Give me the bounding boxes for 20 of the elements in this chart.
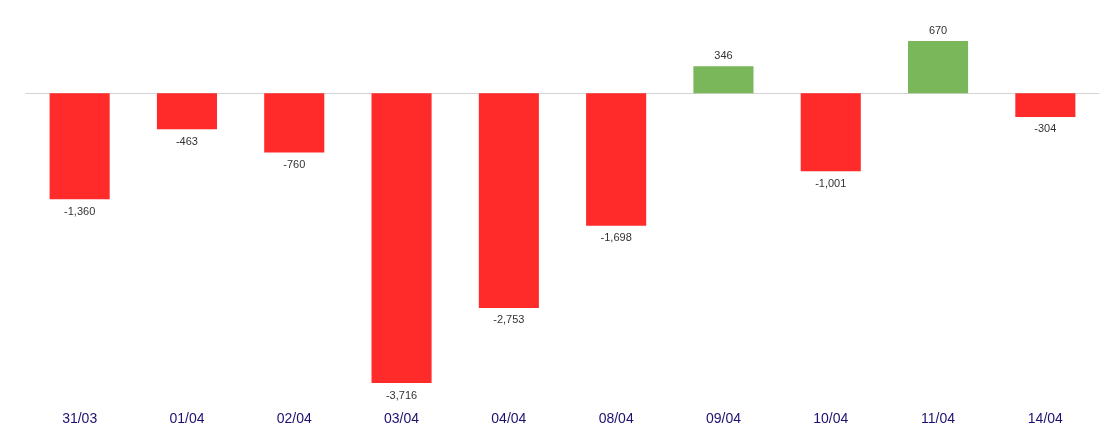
- x-tick-label: 10/04: [813, 410, 849, 426]
- x-tick-label: 03/04: [384, 410, 420, 426]
- x-tick-label: 11/04: [921, 410, 956, 426]
- x-tick-label: 02/04: [276, 410, 312, 426]
- x-tick-label: 31/03: [62, 410, 98, 426]
- data-label: -2,753: [493, 313, 525, 326]
- data-label: -760: [283, 158, 306, 170]
- data-label: -1,360: [64, 204, 96, 217]
- x-tick-label: 14/04: [1027, 410, 1064, 426]
- x-tick-label: 08/04: [598, 410, 634, 426]
- data-label: -304: [1034, 122, 1057, 135]
- data-label: 346: [714, 48, 733, 61]
- data-label: 670: [928, 23, 948, 36]
- x-tick-label: 04/04: [491, 410, 527, 426]
- data-label: -1,698: [600, 231, 632, 244]
- data-label: -3,716: [385, 388, 418, 401]
- x-tick-label: 09/04: [705, 410, 742, 426]
- x-tick-label: 01/04: [169, 410, 205, 426]
- data-label: -1,001: [815, 176, 847, 189]
- data-label: -463: [175, 134, 198, 147]
